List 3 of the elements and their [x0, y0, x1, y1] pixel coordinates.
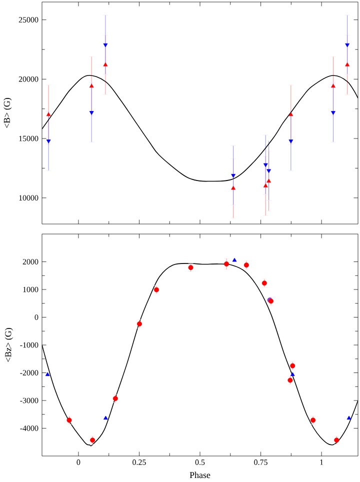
x-axis-title: Phase [190, 472, 210, 478]
y-axis-title: <B> (G) [4, 98, 12, 128]
y-axis-title: <Bz> (G) [4, 328, 14, 362]
